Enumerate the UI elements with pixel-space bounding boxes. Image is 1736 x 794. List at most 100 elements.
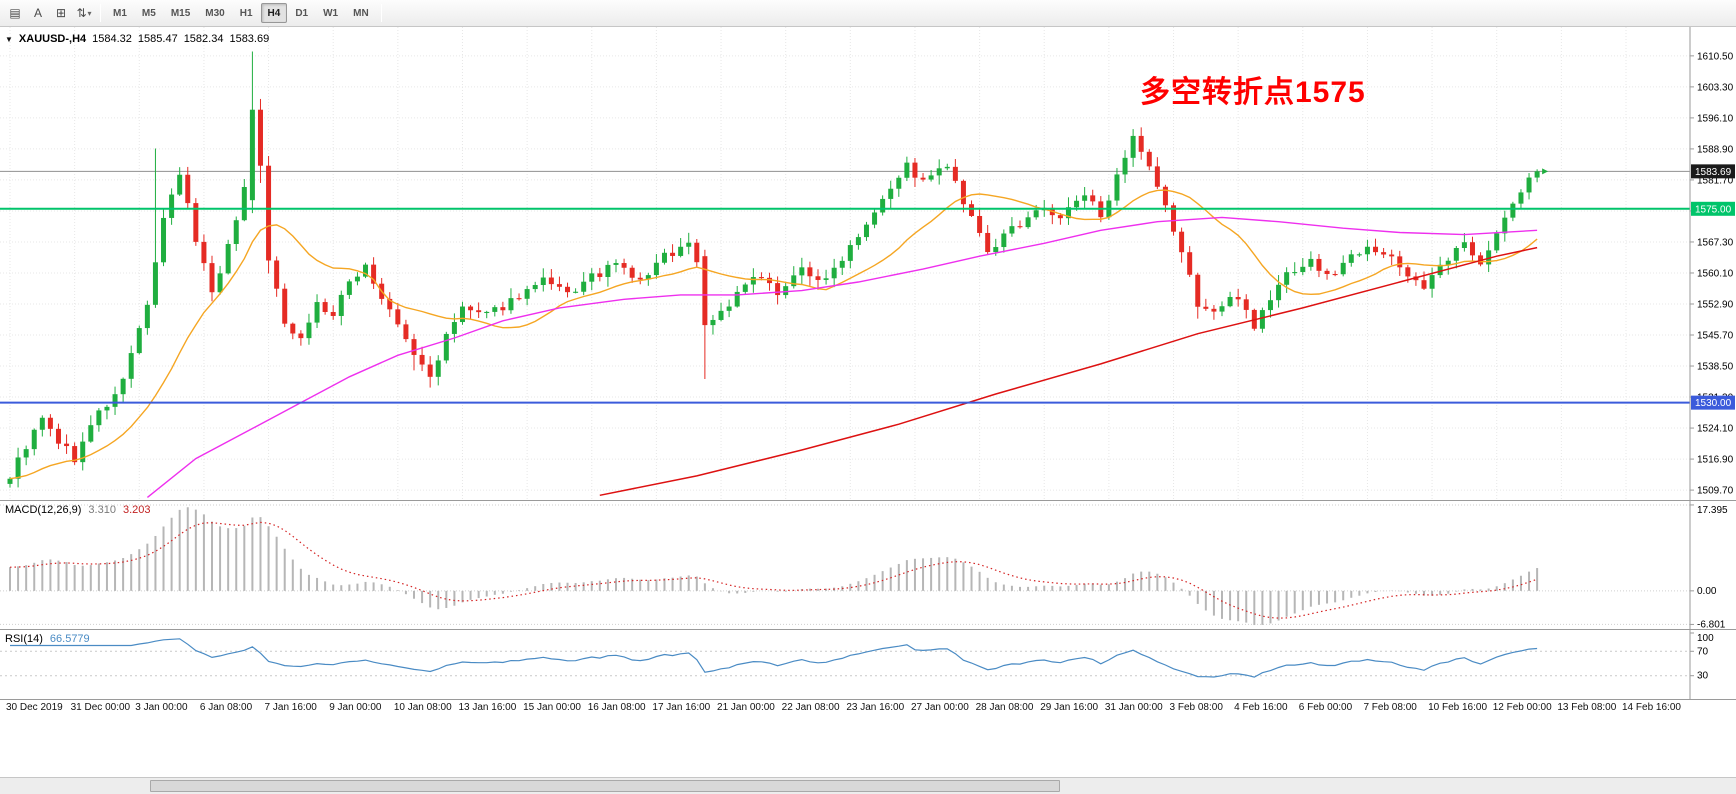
rsi-title: RSI(14)	[5, 633, 43, 645]
svg-text:1560.10: 1560.10	[1697, 268, 1734, 279]
chart-grid-icon[interactable]: ▤	[4, 3, 26, 23]
time-label: 30 Dec 2019	[6, 702, 63, 713]
macd-signal-value: 3.203	[122, 504, 151, 516]
time-label: 21 Jan 00:00	[717, 702, 775, 713]
time-label: 13 Jan 16:00	[458, 702, 517, 713]
price-badge	[1691, 164, 1735, 179]
macd-label: MACD(12,26,9) 3.310 3.203	[5, 504, 150, 516]
time-label: 9 Jan 00:00	[329, 702, 382, 713]
svg-text:1552.90: 1552.90	[1697, 299, 1734, 310]
time-label: 15 Jan 00:00	[523, 702, 581, 713]
dropdown-caret-icon[interactable]: ▾	[87, 8, 92, 18]
svg-text:1530.00: 1530.00	[1695, 398, 1732, 409]
toolbar-separator	[380, 4, 382, 22]
svg-text:1516.90: 1516.90	[1697, 455, 1734, 466]
time-label: 6 Jan 08:00	[199, 702, 253, 713]
chart-grid-icon: ▤	[9, 6, 21, 20]
timeframe-button-m5[interactable]: M5	[141, 7, 156, 19]
svg-text:1603.30: 1603.30	[1697, 82, 1734, 93]
rsi-line	[10, 638, 1538, 678]
time-label: 14 Feb 16:00	[1622, 702, 1681, 713]
svg-text:70: 70	[1697, 646, 1709, 657]
price-badge	[1691, 201, 1735, 216]
time-label: 31 Jan 00:00	[1104, 702, 1163, 713]
timeframe-button-d1[interactable]: D1	[295, 7, 309, 19]
time-label: 29 Jan 16:00	[1040, 702, 1099, 713]
text-annotation-icon: A	[33, 6, 42, 20]
svg-text:1610.50: 1610.50	[1697, 51, 1734, 62]
grid-layer	[0, 27, 1690, 500]
svg-text:30: 30	[1697, 671, 1709, 682]
textbox-icon[interactable]: ⊞	[50, 3, 72, 23]
time-label: 3 Jan 00:00	[135, 702, 188, 713]
timeframe-button-h4[interactable]: H4	[260, 3, 288, 23]
timeframe-button-m1[interactable]: M1	[113, 7, 127, 19]
time-label: 7 Feb 08:00	[1363, 702, 1417, 713]
time-label: 28 Jan 08:00	[975, 702, 1034, 713]
time-axis[interactable]: 30 Dec 2019 31 Dec 00:00 3 Jan 00:00 6 Jan …	[0, 700, 1736, 717]
macd-signal-line	[9, 521, 1538, 619]
svg-text:1575.00: 1575.00	[1695, 204, 1732, 215]
timeframe-button-m15[interactable]: M15	[170, 7, 191, 19]
time-label: 10 Feb 16:00	[1428, 702, 1488, 713]
macd-pane: 17.395 0.00 -6.801 MACD(12,26,9) 3.310 3.2…	[0, 501, 1736, 630]
price-badge	[1691, 395, 1735, 410]
ma-red-line	[599, 246, 1538, 497]
toolbar-icon-group: ▤ A ⊞ ⇅ ▾	[4, 3, 95, 23]
price-pane: 1610.501603.301596.101588.901581.701574.…	[0, 27, 1736, 501]
svg-text:1509.70: 1509.70	[1697, 486, 1734, 497]
svg-text:1596.10: 1596.10	[1697, 113, 1734, 124]
time-label: 10 Jan 08:00	[393, 702, 452, 713]
svg-text:17.395: 17.395	[1697, 505, 1728, 516]
time-label: 7 Jan 16:00	[264, 702, 317, 713]
svg-text:-6.801: -6.801	[1697, 619, 1726, 629]
macd-title: MACD(12,26,9)	[5, 504, 82, 516]
time-label: 22 Jan 08:00	[781, 702, 840, 713]
svg-text:1588.90: 1588.90	[1697, 144, 1734, 155]
textbox-icon: ⊞	[55, 6, 67, 20]
ma-orange-line	[9, 189, 1538, 480]
time-label: 27 Jan 00:00	[910, 702, 969, 713]
top-toolbar: ▤ A ⊞ ⇅ ▾ M1 M5 M15 M30 H1 H4 D1 W1 MN	[0, 0, 1736, 27]
last-price-marker	[1542, 168, 1549, 175]
svg-text:1524.10: 1524.10	[1697, 424, 1734, 435]
timeframe-button-h1[interactable]: H1	[239, 7, 253, 19]
candles-layer	[7, 51, 1540, 488]
time-label: 12 Feb 00:00	[1492, 702, 1552, 713]
svg-text:100: 100	[1697, 633, 1714, 644]
ma-magenta-line	[146, 216, 1538, 498]
toolbar-separator	[100, 4, 101, 22]
svg-text:1538.50: 1538.50	[1697, 362, 1734, 373]
price-scale: 1610.501603.301596.101588.901581.701574.…	[1689, 27, 1736, 500]
scrollbar-thumb[interactable]	[150, 780, 1060, 792]
chart-window: 1610.501603.301596.101588.901581.701574.…	[0, 27, 1736, 717]
rsi-pane: 100 70 30 RSI(14) 66.5779	[0, 630, 1736, 700]
svg-text:1581.70: 1581.70	[1697, 175, 1734, 186]
chart-collapse-icon[interactable]: ▼	[5, 34, 13, 44]
time-label: 6 Feb 00:00	[1298, 702, 1353, 713]
price-chart[interactable]: 1610.501603.301596.101588.901581.701574.…	[0, 27, 1736, 500]
svg-text:1583.69: 1583.69	[1695, 167, 1732, 178]
time-label: 17 Jan 16:00	[652, 702, 711, 713]
timeframe-button-group: M1 M5 M15 M30 H1 H4 D1 W1 MN	[106, 3, 376, 23]
time-label: 16 Jan 08:00	[587, 702, 646, 713]
svg-text:0.00: 0.00	[1697, 586, 1717, 597]
rsi-value: 66.5779	[49, 633, 90, 645]
vertical-scale-icon: ⇅	[76, 6, 87, 20]
timeframe-button-mn[interactable]: MN	[353, 7, 369, 19]
svg-text:1545.70: 1545.70	[1697, 331, 1734, 342]
vertical-scale-icon[interactable]: ⇅ ▾	[73, 3, 95, 23]
rsi-label: RSI(14) 66.5779	[5, 633, 90, 645]
horizontal-scrollbar[interactable]	[0, 777, 1736, 794]
text-annotation-icon[interactable]: A	[27, 3, 49, 23]
time-label: 3 Feb 08:00	[1169, 702, 1223, 713]
macd-chart[interactable]: 17.395 0.00 -6.801	[0, 501, 1736, 629]
timeframe-button-m30[interactable]: M30	[205, 7, 225, 19]
time-label: 13 Feb 08:00	[1557, 702, 1617, 713]
macd-main-value: 3.310	[88, 504, 116, 516]
time-label: 23 Jan 16:00	[846, 702, 905, 713]
timeframe-button-w1[interactable]: W1	[323, 7, 339, 19]
svg-text:1567.30: 1567.30	[1697, 237, 1734, 248]
rsi-chart[interactable]: 100 70 30	[0, 630, 1736, 699]
